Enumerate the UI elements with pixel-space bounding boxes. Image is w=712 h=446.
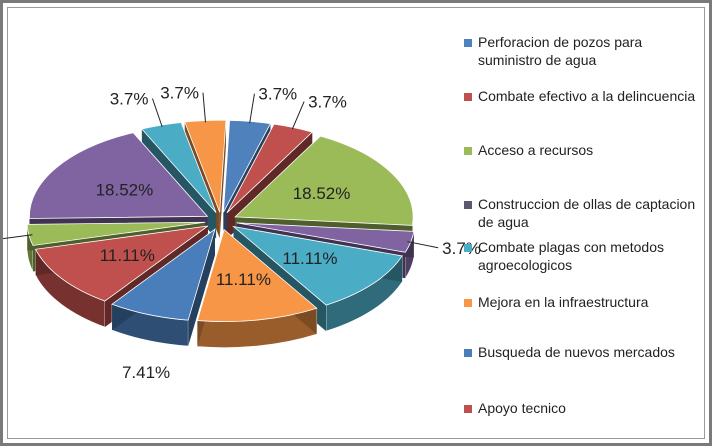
data-label-4: 3.7% xyxy=(442,239,481,258)
legend-label: Acceso a recursos xyxy=(478,142,594,158)
legend-item: Apoyo tecnico xyxy=(464,399,704,417)
legend-swatch xyxy=(464,201,472,209)
legend-item: Perforacion de pozos para suministro de … xyxy=(464,33,704,69)
legend-label: Busqueda de nuevos mercados xyxy=(478,344,675,360)
legend-swatch xyxy=(464,244,472,252)
legend-swatch xyxy=(464,93,472,101)
pie-slice-7 xyxy=(111,228,216,347)
legend-swatch xyxy=(464,405,472,413)
data-label-7: 7.41% xyxy=(122,363,170,382)
data-label-8: 11.11% xyxy=(100,246,155,265)
data-label-3: 18.52% xyxy=(293,184,351,203)
legend-label: Combate plagas con metodos agroecologico… xyxy=(478,239,664,273)
data-label-6: 11.11% xyxy=(216,270,271,289)
legend-item: Construccion de ollas de captacion de ag… xyxy=(464,195,704,231)
pie-chart: 3.7% 3.7% 18.52% 3.7% 11.11% 11.11% 7.41% 11.11… xyxy=(3,84,481,382)
data-label-2: 3.7% xyxy=(308,93,347,112)
legend-item: Combate efectivo a la delincuencia xyxy=(464,87,704,105)
legend-label: Construccion de ollas de captacion de ag… xyxy=(478,196,696,230)
legend-swatch xyxy=(464,349,472,357)
data-label-5: 11.11% xyxy=(282,249,337,268)
leader-line-11 xyxy=(151,98,163,128)
legend-label: Combate efectivo a la delincuencia xyxy=(478,88,696,104)
legend-swatch xyxy=(464,39,472,47)
legend-item: Mejora en la infraestructura xyxy=(464,293,704,311)
legend-swatch xyxy=(464,147,472,155)
pie-slice-6 xyxy=(196,228,318,348)
leader-line-9 xyxy=(3,234,33,240)
chart-area xyxy=(7,7,705,439)
legend-label: Mejora en la infraestructura xyxy=(478,294,649,310)
data-label-1: 3.7% xyxy=(258,85,297,104)
leader-line-12 xyxy=(202,92,207,123)
legend-item: Acceso a recursos xyxy=(464,141,704,159)
leader-line-2 xyxy=(291,101,305,130)
data-label-10: 18.52% xyxy=(96,181,154,200)
legend-label: Apoyo tecnico xyxy=(478,400,566,416)
legend-item: Combate plagas con metodos agroecologico… xyxy=(464,238,704,274)
leader-line-4 xyxy=(407,241,439,249)
data-label-12: 3.7% xyxy=(160,84,199,103)
legend-item: Busqueda de nuevos mercados xyxy=(464,343,704,361)
data-label-11: 3.7% xyxy=(110,89,149,108)
legend-label: Perforacion de pozos para suministro de … xyxy=(478,34,643,68)
legend-swatch xyxy=(464,299,472,307)
leader-line-1 xyxy=(249,93,255,124)
